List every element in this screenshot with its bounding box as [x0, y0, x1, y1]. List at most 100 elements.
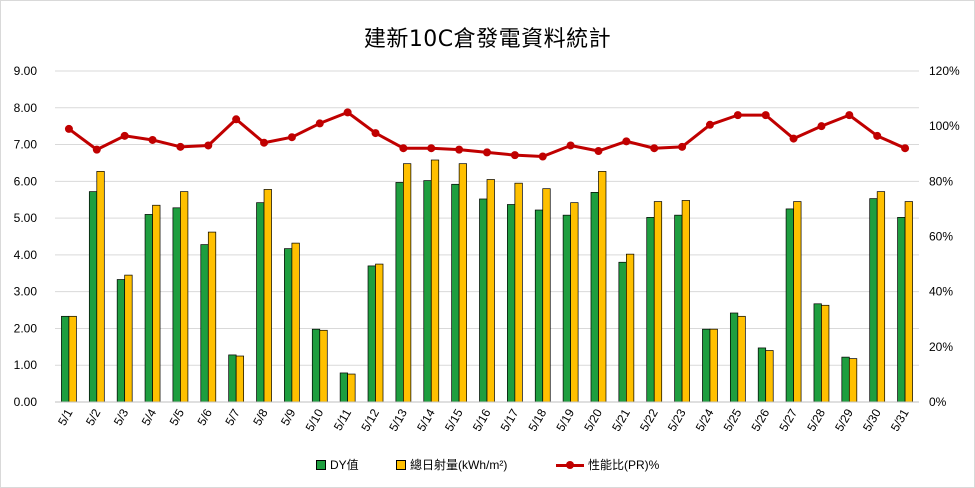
x-tick-label: 5/22 — [637, 406, 661, 434]
bar-irradiance — [486, 179, 495, 403]
bar-dy — [841, 356, 850, 403]
bar-dy — [674, 214, 683, 403]
y-right-tick-label: 0% — [929, 395, 947, 409]
x-tick-label: 5/20 — [581, 406, 605, 434]
bar-irradiance — [319, 329, 328, 403]
pr-point — [92, 145, 101, 154]
bar-irradiance — [904, 201, 913, 403]
x-tick-label: 5/3 — [111, 406, 132, 428]
bar-irradiance — [542, 188, 551, 403]
bar-irradiance — [235, 355, 245, 403]
y-left-tick-label: 2.00 — [14, 321, 38, 335]
x-tick-label: 5/25 — [721, 406, 745, 434]
legend-item-pr: 性能比(PR)% — [556, 456, 659, 473]
legend-swatch-dy — [316, 459, 326, 470]
x-tick-label: 5/13 — [386, 406, 410, 434]
bar-irradiance — [793, 201, 802, 403]
pr-point — [260, 138, 269, 147]
bar-irradiance — [681, 200, 690, 403]
x-tick-label: 5/19 — [553, 406, 577, 434]
legend-label-dy: DY值 — [330, 458, 359, 472]
x-tick-label: 5/1 — [55, 406, 76, 428]
x-tick-label: 5/2 — [83, 406, 104, 428]
bar-irradiance — [876, 191, 886, 403]
pr-point — [148, 135, 157, 144]
x-tick-label: 5/26 — [749, 406, 773, 434]
bar-dy — [88, 191, 98, 403]
y-left-tick-label: 8.00 — [14, 101, 38, 115]
bar-irradiance — [375, 263, 384, 403]
x-tick-label: 5/16 — [470, 406, 494, 434]
bar-dy — [534, 209, 544, 403]
x-tick-label: 5/9 — [278, 406, 299, 428]
bar-irradiance — [263, 189, 272, 403]
bar-irradiance — [626, 253, 635, 403]
x-tick-label: 5/31 — [888, 406, 912, 434]
bar-dy — [646, 217, 655, 403]
pr-point — [678, 142, 687, 151]
y-right-tick-label: 100% — [929, 119, 960, 133]
y-left-tick-label: 7.00 — [14, 138, 38, 152]
pr-point — [733, 111, 742, 120]
x-tick-label: 5/11 — [331, 406, 355, 433]
bar-dy — [590, 192, 599, 403]
y-right-tick-label: 20% — [929, 340, 953, 354]
bar-dy — [479, 198, 488, 403]
x-tick-label: 5/8 — [250, 406, 271, 428]
y-left-tick-label: 6.00 — [14, 174, 38, 188]
x-tick-label: 5/10 — [303, 406, 327, 434]
bar-dy — [869, 198, 878, 403]
pr-point — [343, 108, 352, 117]
pr-point — [566, 141, 575, 150]
bar-irradiance — [180, 191, 189, 403]
y-left-tick-label: 9.00 — [14, 64, 38, 78]
pr-point — [427, 144, 436, 153]
y-left-tick-label: 3.00 — [14, 285, 38, 299]
bar-dy — [367, 265, 376, 403]
x-tick-label: 5/18 — [526, 406, 550, 434]
pr-point — [483, 148, 491, 157]
bar-dy — [116, 279, 126, 403]
x-tick-label: 5/4 — [139, 406, 160, 428]
pr-point — [538, 152, 547, 161]
bar-dy — [339, 372, 348, 403]
chart-legend: DY值 總日射量(kWh/m²) 性能比(PR)% — [1, 456, 974, 476]
pr-point — [761, 111, 770, 120]
pr-point — [622, 137, 631, 146]
bar-dy — [785, 208, 794, 403]
x-tick-label: 5/28 — [804, 406, 828, 434]
bar-irradiance — [848, 358, 858, 403]
pr-point — [176, 142, 185, 151]
bar-dy — [200, 244, 209, 403]
bar-irradiance — [124, 274, 133, 403]
y-left-tick-label: 5.00 — [14, 211, 38, 225]
y-right-tick-label: 80% — [929, 174, 953, 188]
bar-dy — [61, 315, 70, 403]
bar-irradiance — [765, 350, 774, 403]
bar-dy — [228, 354, 237, 403]
legend-swatch-irradiance — [396, 459, 406, 470]
bar-irradiance — [68, 315, 77, 403]
x-tick-label: 5/27 — [776, 406, 800, 434]
bar-dy — [618, 261, 627, 403]
bar-irradiance — [821, 304, 830, 403]
pr-point — [204, 141, 213, 150]
y-right-tick-label: 40% — [929, 285, 953, 299]
pr-point — [399, 144, 408, 153]
pr-point — [120, 131, 129, 140]
bar-dy — [451, 183, 460, 403]
bar-dy — [507, 204, 516, 403]
pr-point — [287, 133, 296, 142]
bar-irradiance — [458, 163, 467, 403]
legend-label-pr: 性能比(PR)% — [588, 458, 660, 472]
pr-point — [371, 129, 380, 138]
bar-irradiance — [570, 202, 579, 403]
bar-dy — [702, 328, 711, 403]
x-tick-label: 5/6 — [194, 406, 215, 428]
bar-irradiance — [207, 231, 217, 403]
bar-irradiance — [403, 163, 412, 403]
bar-dy — [395, 182, 404, 403]
x-tick-label: 5/15 — [442, 406, 466, 434]
pr-point — [594, 146, 603, 155]
pr-point — [789, 134, 798, 143]
